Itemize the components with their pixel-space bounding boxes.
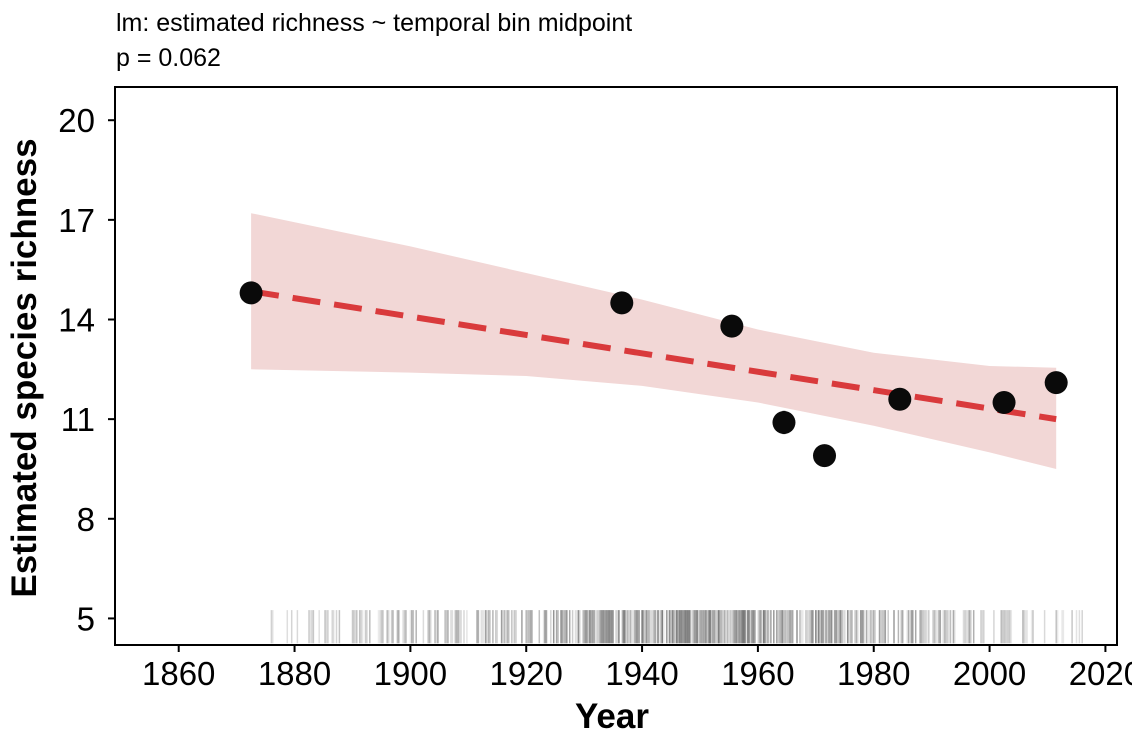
y-axis: 5 8 11 14 17 20 xyxy=(58,102,115,637)
data-point xyxy=(772,410,796,435)
x-tick-label: 2020 xyxy=(1069,655,1132,692)
x-axis: 1860 1880 1900 1920 1940 1960 1980 2000 2020 xyxy=(142,645,1132,692)
fit-line xyxy=(250,288,1057,423)
fit-line-path xyxy=(250,288,1057,423)
data-point xyxy=(720,314,744,338)
y-tick-label: 17 xyxy=(58,202,95,239)
y-tick-label: 5 xyxy=(77,600,95,637)
point-marker xyxy=(813,444,837,468)
point-marker xyxy=(888,387,912,411)
y-tick-label: 11 xyxy=(61,401,95,438)
x-tick-label: 1880 xyxy=(258,655,331,692)
data-points xyxy=(239,281,1068,468)
point-marker xyxy=(239,281,263,305)
x-tick-label: 2000 xyxy=(953,655,1026,692)
data-point xyxy=(813,444,837,468)
point-marker xyxy=(1044,371,1068,395)
data-point xyxy=(888,387,912,411)
chart-title: lm: estimated richness ~ temporal bin mi… xyxy=(116,9,632,37)
plot-frame xyxy=(114,86,1118,646)
x-tick-label: 1920 xyxy=(490,655,563,692)
data-point xyxy=(239,281,263,305)
y-tick-label: 8 xyxy=(77,501,95,538)
x-tick-label: 1960 xyxy=(721,655,794,692)
chart-subtitle: p = 0.062 xyxy=(116,44,221,72)
point-marker xyxy=(772,410,796,434)
data-point xyxy=(1044,371,1068,395)
x-axis-title: Year xyxy=(575,697,649,736)
x-tick-label: 1980 xyxy=(837,655,910,692)
confidence-band-area xyxy=(251,213,1057,469)
x-tick-label: 1900 xyxy=(374,655,447,692)
y-axis-title: Estimated species richness xyxy=(5,138,44,597)
rug-marks xyxy=(270,610,1083,644)
data-point xyxy=(992,391,1016,415)
y-tick-label: 20 xyxy=(58,102,95,139)
point-marker xyxy=(992,391,1016,415)
point-marker xyxy=(610,291,634,315)
confidence-band xyxy=(251,213,1057,469)
data-point xyxy=(610,291,634,315)
x-tick-label: 1860 xyxy=(142,655,215,692)
point-marker xyxy=(720,314,744,338)
y-tick-label: 14 xyxy=(58,302,95,339)
x-tick-label: 1940 xyxy=(605,655,678,692)
